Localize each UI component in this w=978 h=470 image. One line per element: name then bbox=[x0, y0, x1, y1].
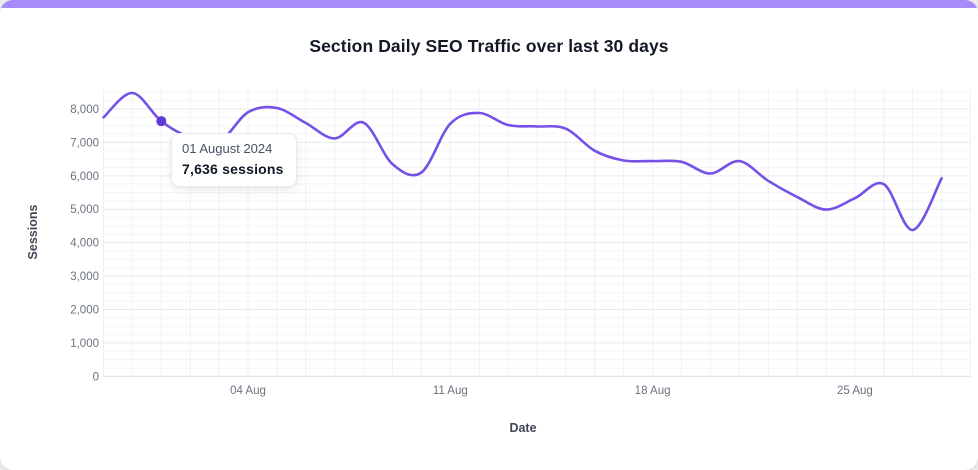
x-tick-label: 11 Aug bbox=[433, 385, 468, 397]
tooltip-value: 7,636 sessions bbox=[182, 160, 284, 177]
chart-title: Section Daily SEO Traffic over last 30 d… bbox=[309, 36, 669, 56]
tooltip-date: 01 August 2024 bbox=[182, 141, 273, 156]
highlighted-point-dot[interactable] bbox=[156, 116, 167, 127]
y-tick-label: 0 bbox=[93, 371, 99, 383]
y-tick-label: 8,000 bbox=[70, 104, 99, 116]
y-tick-label: 5,000 bbox=[70, 204, 99, 216]
y-tick-label: 4,000 bbox=[70, 238, 99, 250]
y-tick-label: 1,000 bbox=[70, 338, 99, 350]
sessions-line[interactable] bbox=[102, 91, 943, 232]
y-tick-label: 3,000 bbox=[70, 271, 99, 283]
y-tick-label: 7,000 bbox=[70, 137, 99, 149]
x-tick-label: 04 Aug bbox=[230, 385, 266, 397]
tooltip: 01 August 2024 7,636 sessions bbox=[171, 133, 297, 188]
x-tick-label: 25 Aug bbox=[837, 385, 873, 397]
x-axis-title: Date bbox=[509, 421, 536, 435]
y-tick-label: 6,000 bbox=[70, 171, 99, 183]
y-tick-label: 2,000 bbox=[70, 304, 99, 316]
x-tick-label: 18 Aug bbox=[635, 385, 671, 397]
y-axis-title: Sessions bbox=[26, 205, 40, 260]
accent-bar bbox=[0, 0, 978, 8]
